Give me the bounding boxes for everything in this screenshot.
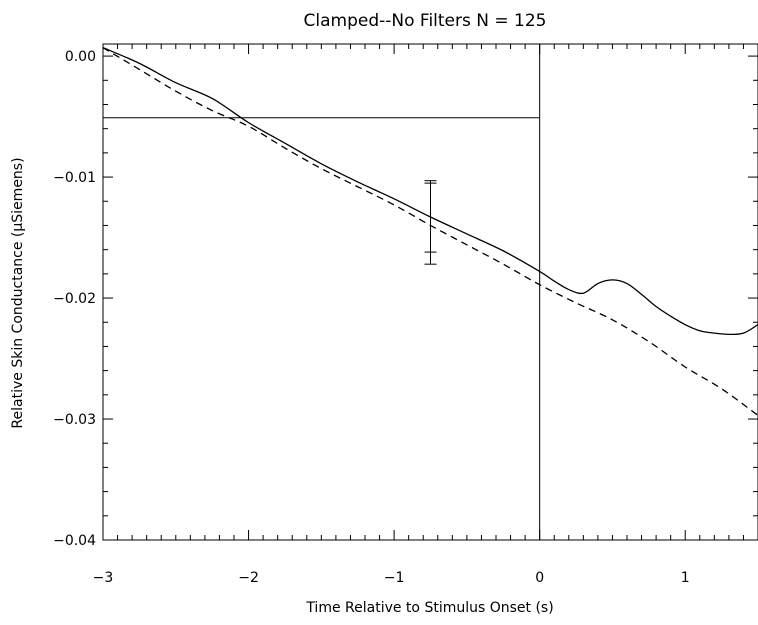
y-axis-label: Relative Skin Conductance (μSiemens) — [10, 157, 26, 428]
chart-title: Clamped--No Filters N = 125 — [304, 11, 547, 31]
x-tick-labels: −3 −2 −1 0 1 — [93, 570, 690, 586]
error-bars — [424, 180, 437, 265]
x-axis-label: Time Relative to Stimulus Onset (s) — [305, 600, 553, 616]
y-tick-label: −0.04 — [53, 533, 96, 549]
ticks — [102, 44, 758, 541]
plot-frame — [102, 43, 758, 541]
x-tick-label: −2 — [238, 570, 259, 586]
reference-lines — [103, 44, 541, 540]
x-tick-label: −1 — [384, 570, 405, 586]
x-tick-label: 1 — [681, 570, 690, 586]
plot-area — [102, 43, 758, 541]
x-tick-label: 0 — [535, 570, 544, 586]
y-tick-label: −0.02 — [53, 291, 96, 307]
y-tick-label: −0.01 — [53, 170, 96, 186]
y-tick-labels: 0.00 −0.01 −0.02 −0.03 −0.04 — [53, 49, 96, 549]
y-tick-label: 0.00 — [65, 49, 96, 65]
solid-series-line — [102, 47, 758, 336]
x-tick-label: −3 — [93, 570, 114, 586]
y-tick-label: −0.03 — [53, 412, 96, 428]
